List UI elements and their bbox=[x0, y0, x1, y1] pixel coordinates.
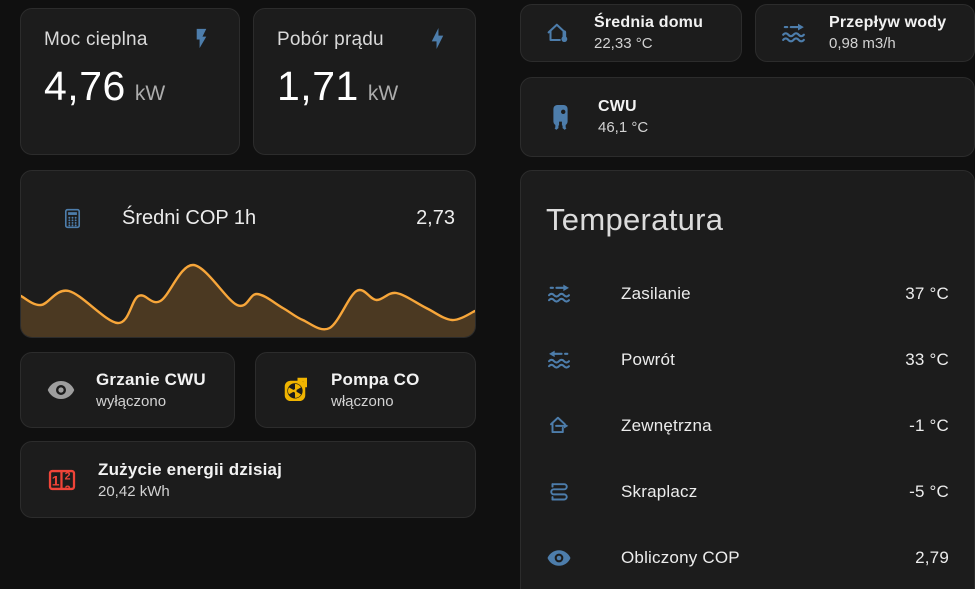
cop-sparkline-chart bbox=[21, 263, 475, 337]
row-obliczony-cop[interactable]: Obliczony COP 2,79 bbox=[521, 525, 974, 589]
row-zasilanie[interactable]: Zasilanie 37 °C bbox=[521, 261, 974, 327]
card-cwu[interactable]: CWU 46,1 °C bbox=[520, 77, 975, 157]
card-pompa-co[interactable]: Pompa CO włączono bbox=[255, 352, 476, 428]
row-label: Zewnętrzna bbox=[621, 416, 712, 435]
unit: kW bbox=[367, 82, 399, 105]
value: 22,33 °C bbox=[594, 35, 653, 52]
card-title: Średnia domu bbox=[594, 14, 704, 31]
card-srednia-domu[interactable]: Średnia domu 22,33 °C bbox=[520, 4, 742, 62]
row-skraplacz[interactable]: Skraplacz -5 °C bbox=[521, 459, 974, 525]
waves-arrow-left-icon bbox=[546, 347, 572, 373]
row-value: -5 °C bbox=[909, 482, 949, 501]
flash-icon bbox=[190, 27, 213, 50]
card-title: Grzanie CWU bbox=[96, 370, 206, 389]
row-zewnetrzna[interactable]: Zewnętrzna -1 °C bbox=[521, 393, 974, 459]
card-title: Przepływ wody bbox=[829, 14, 947, 31]
card-moc-cieplna[interactable]: Moc cieplna 4,76 kW bbox=[20, 8, 240, 155]
svg-text:1: 1 bbox=[52, 472, 60, 488]
value: 0,98 m3/h bbox=[829, 35, 896, 52]
row-label: Skraplacz bbox=[621, 482, 698, 501]
card-przeplyw-wody[interactable]: Przepływ wody 0,98 m3/h bbox=[755, 4, 975, 62]
card-title: Pobór prądu bbox=[277, 29, 384, 50]
row-value: 2,79 bbox=[915, 548, 949, 567]
eye-icon bbox=[546, 545, 572, 571]
lightning-bolt-icon bbox=[426, 27, 449, 50]
card-title: Zużycie energii dzisiaj bbox=[98, 459, 283, 479]
water-boiler-icon bbox=[545, 102, 576, 133]
temperature-list: Zasilanie 37 °C Powrót 33 °C bbox=[521, 261, 974, 589]
row-value: -1 °C bbox=[909, 416, 949, 435]
row-value: 33 °C bbox=[905, 350, 949, 369]
card-title: CWU bbox=[598, 98, 637, 115]
state-text: włączono bbox=[331, 393, 394, 410]
card-temperatura[interactable]: Temperatura Zasilanie 37 °C bbox=[520, 170, 975, 589]
waves-arrow-right-icon bbox=[546, 281, 572, 307]
eye-icon bbox=[46, 375, 76, 405]
value: 4,76 bbox=[44, 63, 126, 109]
row-value: 37 °C bbox=[905, 284, 949, 303]
section-title: Temperatura bbox=[546, 202, 724, 237]
card-title: Moc cieplna bbox=[44, 29, 148, 50]
card-grzanie-cwu[interactable]: Grzanie CWU wyłączono bbox=[20, 352, 235, 428]
row-label: Obliczony COP bbox=[621, 548, 740, 567]
svg-text:2: 2 bbox=[65, 483, 71, 495]
svg-text:2: 2 bbox=[65, 470, 71, 482]
card-pobor-pradu[interactable]: Pobór prądu 1,71 kW bbox=[253, 8, 476, 155]
home-export-icon bbox=[546, 413, 572, 439]
counter-icon: 1 2 2 bbox=[46, 464, 78, 496]
heating-coil-icon bbox=[546, 479, 572, 505]
waves-arrow-right-icon bbox=[780, 20, 807, 47]
state-text: wyłączono bbox=[96, 393, 167, 410]
row-powrot[interactable]: Powrót 33 °C bbox=[521, 327, 974, 393]
card-zuzycie-energii[interactable]: 1 2 2 Zużycie energii dzisiaj 20,42 kWh bbox=[20, 441, 476, 518]
unit: kW bbox=[134, 82, 166, 105]
row-label: Zasilanie bbox=[621, 284, 691, 303]
value: 1,71 bbox=[277, 63, 359, 109]
home-thermometer-icon bbox=[545, 20, 572, 47]
pump-icon bbox=[281, 375, 311, 405]
card-title: Pompa CO bbox=[331, 370, 420, 389]
card-sredni-cop[interactable]: Średni COP 1h 2,73 bbox=[20, 170, 476, 338]
card-title: Średni COP 1h bbox=[122, 207, 257, 229]
calculator-icon bbox=[61, 207, 84, 230]
value: 20,42 kWh bbox=[98, 482, 170, 500]
row-label: Powrót bbox=[621, 350, 676, 369]
cop-current-value: 2,73 bbox=[416, 207, 455, 229]
value: 46,1 °C bbox=[598, 119, 649, 136]
